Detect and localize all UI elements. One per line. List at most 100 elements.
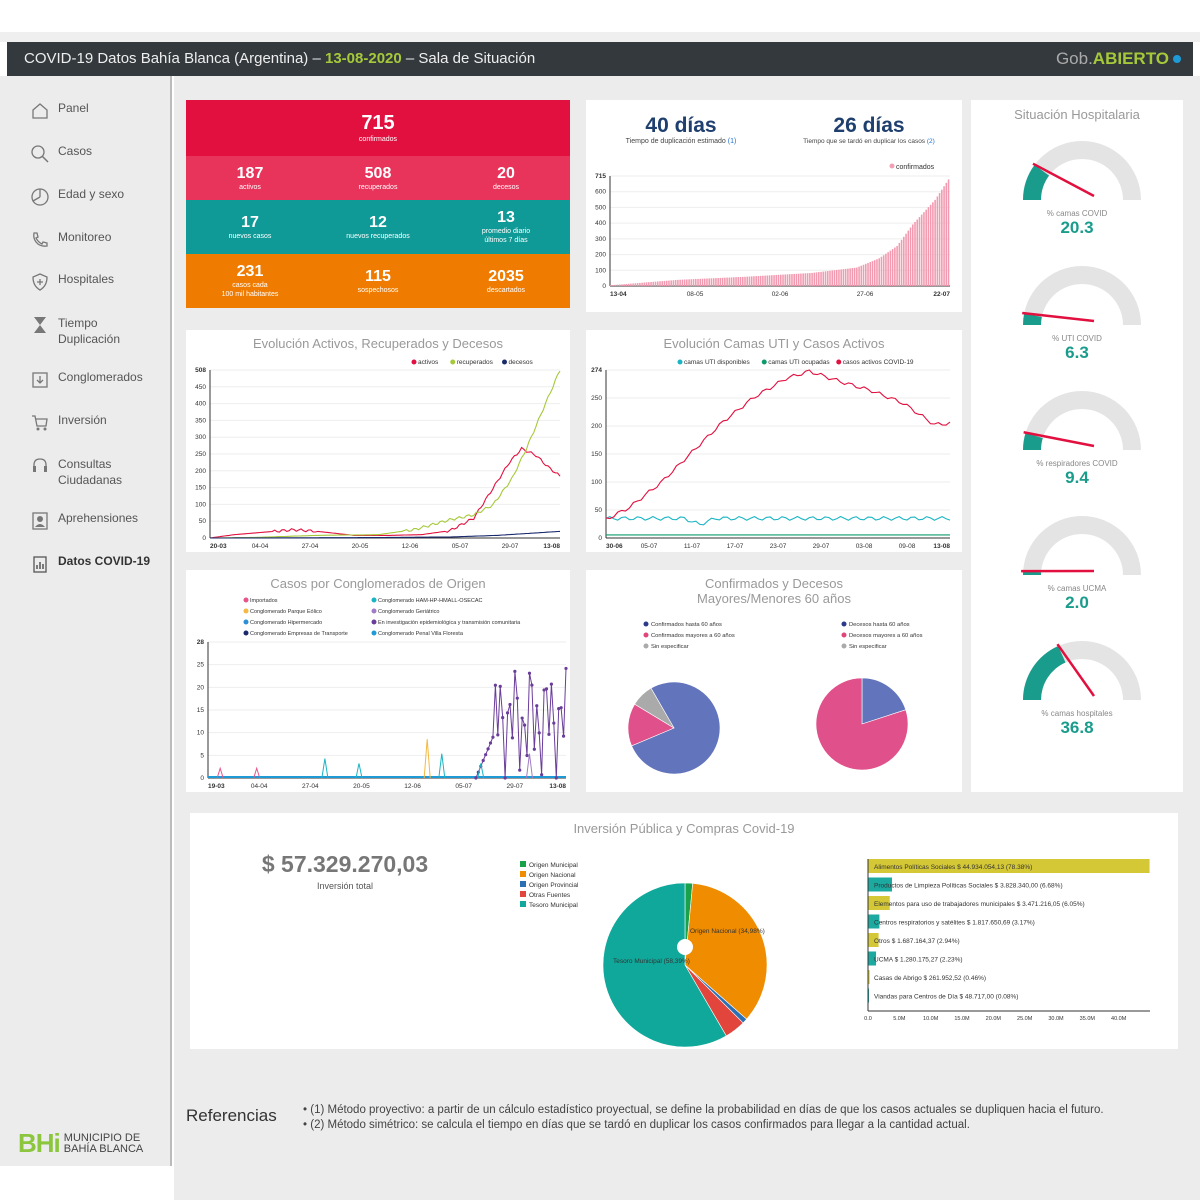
y-tick-label: 350 (195, 417, 206, 424)
bar (625, 283, 628, 286)
data-point (542, 688, 546, 692)
legend-marker (841, 621, 847, 627)
x-tick-label: 05-07 (641, 543, 658, 550)
report-date: 13-08-2020 (325, 50, 402, 67)
y-tick-label: 100 (591, 479, 602, 486)
edad60-charts: Confirmados hasta 60 años Confirmados may… (627, 621, 923, 775)
bar (699, 278, 702, 286)
bar (840, 269, 842, 286)
legend-label: Conglomerado HAM-HP-HMALL-OSECAC (378, 598, 483, 604)
sidebar-item-tiempo-duplicacion[interactable]: Tiempo Duplicación (30, 315, 133, 347)
gauge-value: 20.3 (1060, 218, 1094, 237)
sidebar-item-label: Inversión (58, 413, 107, 427)
legend-marker (243, 619, 249, 625)
camas-card: Evolución Camas UTI y Casos Activos cama… (586, 330, 962, 552)
data-point (505, 711, 510, 715)
x-tick-label: 05-07 (455, 783, 472, 790)
legend-label: activos (418, 359, 439, 366)
legend-marker (520, 871, 526, 877)
sidebar-item-hospitales[interactable]: Hospitales (30, 272, 114, 292)
slice-label: Tesoro Municipal (58,39%) (613, 958, 690, 965)
sidebar-item-monitoreo[interactable]: Monitoreo (30, 230, 111, 250)
id-card-icon (32, 512, 48, 530)
bar (739, 276, 742, 286)
bar (639, 282, 641, 286)
bar (889, 250, 892, 286)
x-tick-label: 20-05 (353, 783, 370, 790)
ref-link-2[interactable]: (2) (926, 138, 935, 145)
bar (806, 273, 809, 286)
legend-marker (243, 608, 249, 614)
bar (909, 227, 912, 286)
bar (661, 281, 664, 286)
legend-label: Sin especificar (651, 644, 689, 650)
bar (941, 189, 943, 286)
legend-label: recuperados (457, 359, 494, 366)
bar (833, 270, 836, 286)
bar (759, 275, 762, 286)
sidebar-item-panel[interactable]: Panel (30, 101, 89, 121)
bar (932, 202, 934, 286)
bar (847, 268, 849, 286)
bar (791, 274, 793, 286)
bar (710, 278, 713, 286)
sidebar-item-label: Edad y sexo (58, 187, 125, 201)
bar (820, 271, 822, 286)
x-tick-label: 25.0M (1017, 1016, 1033, 1022)
bar (914, 222, 916, 286)
bar (822, 271, 825, 286)
y-tick-label: 150 (591, 451, 602, 458)
legend-label: casos activos COVID-19 (843, 359, 914, 366)
data-point (544, 687, 549, 691)
bar (715, 278, 717, 286)
bar (744, 276, 746, 286)
bar-label: Elementos para uso de trabajadores munic… (874, 901, 1085, 908)
gauge-value: 9.4 (1065, 468, 1089, 487)
data-point (535, 704, 539, 708)
bar (784, 274, 787, 286)
legend-marker (371, 597, 377, 603)
sidebar-item-edad-sexo[interactable]: Edad y sexo (30, 187, 124, 207)
bar (920, 214, 923, 286)
bar (630, 283, 632, 286)
sidebar-item-inversion[interactable]: Inversión (30, 413, 107, 433)
ref-link-1[interactable]: (1) (727, 138, 737, 145)
legend-marker (889, 163, 895, 169)
sidebar-item-conglomerados[interactable]: Conglomerados (30, 370, 143, 390)
gauge-label: % camas UCMA (1047, 584, 1107, 593)
sidebar-item-datos-covid[interactable]: Datos COVID-19 (30, 554, 150, 574)
bar (916, 219, 919, 286)
decesos60-slice (815, 677, 909, 771)
y-tick-label: 0 (602, 283, 606, 290)
gob-abierto-logo[interactable]: Gob.ABIERTO (1055, 49, 1169, 68)
bar (645, 282, 648, 286)
bar (795, 273, 798, 286)
bar (802, 273, 804, 286)
sidebar-item-casos[interactable]: Casos (30, 144, 92, 164)
gauge-track (1023, 266, 1141, 325)
gauge-value: 2.0 (1065, 593, 1089, 612)
y-tick-label: 250 (591, 395, 602, 402)
sidebar-item-label: Tiempo Duplicación (58, 316, 121, 346)
bar (733, 277, 735, 286)
data-point (525, 753, 529, 758)
sidebar-item-aprehensiones[interactable]: Aprehensiones (30, 511, 138, 531)
camas-chart: camas UTI disponibles camas UTI ocupadas c… (591, 359, 950, 550)
sidebar-item-consultas[interactable]: Consultas Ciudadanas (30, 456, 133, 488)
y-tick-label: 0 (200, 775, 204, 782)
brand-dot-icon (1173, 55, 1181, 63)
legend-label: Confirmados hasta 60 años (651, 622, 722, 628)
bar (665, 280, 668, 286)
data-point (474, 776, 478, 780)
bar (894, 247, 896, 286)
kpi-value: 715 (361, 112, 395, 134)
bar (695, 279, 697, 286)
gauge-svg (1023, 641, 1141, 700)
y-tick-label: 100 (595, 267, 606, 274)
y-tick-label: 450 (195, 384, 206, 391)
data-point (488, 741, 493, 745)
kpi-nuevos-casos: 17 nuevos casos (228, 213, 272, 240)
kpi-confirmados: 715 confirmados (186, 100, 570, 156)
x-tick-label: 27-06 (857, 291, 874, 298)
bar (663, 280, 666, 286)
